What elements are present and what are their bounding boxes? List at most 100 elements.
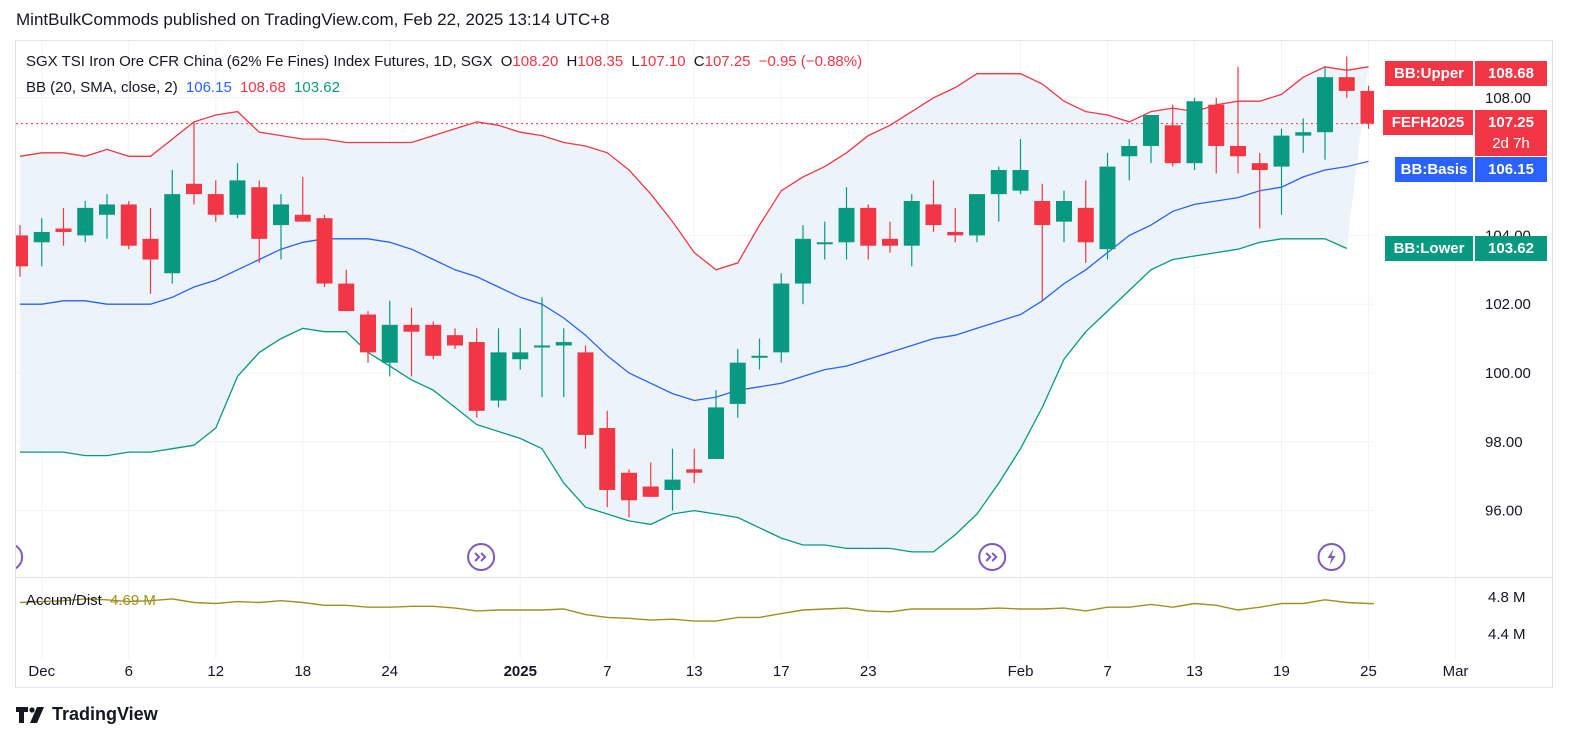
open-label: O [500,53,513,70]
candle-body [925,204,942,226]
candle-body [1230,145,1246,157]
time-axis: Dec 6 12 18 24 2025 7 13 17 23 Feb 7 13 19 25 Mar [28,663,1468,680]
candle [1164,104,1181,167]
candle [599,410,616,508]
candle [990,166,1007,222]
candle-body [1034,201,1051,226]
indicator-axis: 4.8 M 4.4 M [1488,589,1526,643]
candle [381,300,398,377]
candle-body [1143,115,1159,146]
time-tick-label: 19 [1273,663,1290,680]
time-tick-label: 2025 [504,663,537,680]
candle-body [1077,207,1094,243]
event-markers [16,543,1346,571]
tradingview-logo[interactable]: TradingView [16,704,158,725]
candle-body [555,342,572,346]
candle [1186,97,1203,171]
bb-lower-tag-value: 103.62 [1475,236,1547,261]
tradingview-icon [16,707,44,724]
candle-body [990,170,1007,195]
candle [773,273,790,363]
bb-basis-tag-value: 106.15 [1475,157,1547,182]
candle-body [1338,77,1355,91]
candle [534,297,550,398]
candle-body [1273,135,1290,167]
candle-body [120,204,137,246]
bb-basis-tag-label: BB:Basis [1395,157,1473,182]
candle [969,194,985,243]
candle-body [816,242,833,245]
bb-lower-value: 103.62 [294,79,340,96]
candle-body [903,201,920,246]
chart-frame [15,40,1553,688]
candle [77,201,94,243]
candle [273,194,289,260]
bb-basis-line [20,160,1369,402]
candle-body [773,283,790,353]
candle-body [599,428,616,490]
candle-body [316,218,333,284]
indicator-tick-label: 4.8 M [1488,589,1526,606]
candle-body [338,283,355,312]
bb-lower-line [20,238,1348,553]
candle-body [860,207,877,246]
candle [186,121,202,205]
price-tick-label: 102.00 [1485,296,1531,313]
bb-basis-value: 106.15 [185,79,232,96]
bb-upper-tag-value: 108.68 [1475,61,1547,86]
split-event-icon [467,543,496,571]
candle-body [381,324,398,363]
candle-body [642,486,659,497]
candle [947,207,964,243]
time-tick-label: 13 [1186,663,1203,680]
bb-upper-tag-label: BB:Upper [1385,61,1473,86]
candle [490,328,507,408]
candle [120,201,137,250]
low-value: 107.10 [639,53,686,70]
candle-body [142,238,159,260]
ad-legend: Accum/Dist 4.69 M [26,592,160,609]
symbol-title: SGX TSI Iron Ore CFR China (62% Fe Fines… [26,53,493,70]
bb-label: BB (20, SMA, close, 2) [26,79,178,96]
bb-legend: BB (20, SMA, close, 2) 106.15 108.68 103… [26,79,344,96]
candle-body [425,324,442,356]
candle [1230,66,1246,174]
time-tick-label: 18 [294,663,311,680]
candle [816,221,833,260]
candle [1208,97,1225,174]
candle-body [251,187,268,239]
candle-body [1012,170,1029,191]
candle [795,225,811,305]
time-tick-label: Dec [28,663,55,680]
candle-body [969,194,985,236]
candle [621,469,637,518]
price-tick-label: 108.00 [1485,90,1531,107]
candle-body [1295,132,1312,136]
candle [729,348,746,418]
candle [294,176,311,222]
candle-body [512,352,529,360]
high-value: 108.35 [577,53,624,70]
candle-body [729,362,746,404]
time-tick-label: 12 [207,663,224,680]
brand-text: TradingView [52,704,158,724]
time-tick-label: 24 [381,663,398,680]
candle [16,225,28,277]
candle [1338,56,1355,98]
time-tick-label: 17 [773,663,790,680]
price-tick-label: 98.00 [1485,434,1523,451]
candle-body [534,345,550,348]
candle [1121,139,1138,181]
time-tick-label: 7 [1103,663,1111,680]
candle [838,187,855,260]
candle [1317,66,1333,160]
close-label: C [693,53,705,70]
symbol-tag-value: 107.25 [1488,114,1534,131]
candle [860,204,877,260]
candle [99,194,115,239]
candle [1143,115,1159,164]
candle [447,328,463,349]
candle-body [577,352,594,435]
candle-body [1251,163,1268,171]
